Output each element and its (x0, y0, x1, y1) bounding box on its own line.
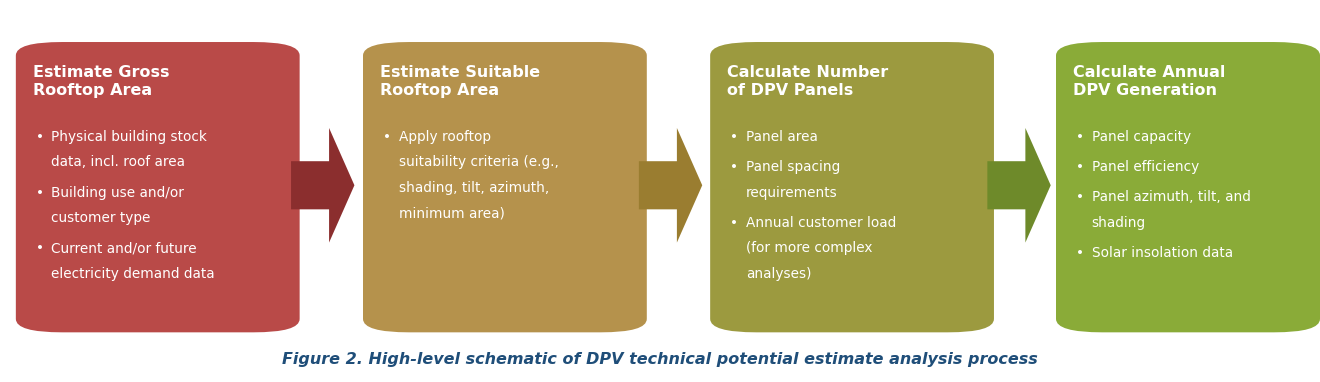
Text: Panel efficiency: Panel efficiency (1092, 160, 1199, 174)
FancyBboxPatch shape (710, 42, 994, 332)
Text: •: • (1076, 190, 1084, 204)
Text: •: • (36, 241, 44, 256)
Text: •: • (1076, 160, 1084, 174)
Text: Calculate Number
of DPV Panels: Calculate Number of DPV Panels (727, 65, 888, 98)
Text: Panel area: Panel area (746, 130, 817, 144)
Text: •: • (383, 130, 391, 144)
Text: Apply rooftop: Apply rooftop (399, 130, 491, 144)
Text: suitability criteria (e.g.,: suitability criteria (e.g., (399, 155, 558, 170)
Text: (for more complex: (for more complex (746, 241, 873, 256)
Text: electricity demand data: electricity demand data (51, 267, 215, 281)
Text: customer type: customer type (51, 211, 150, 225)
Polygon shape (639, 128, 702, 243)
Polygon shape (987, 128, 1051, 243)
Text: Building use and/or: Building use and/or (51, 186, 185, 200)
Text: •: • (730, 216, 738, 230)
Text: data, incl. roof area: data, incl. roof area (51, 155, 186, 170)
Text: shading, tilt, azimuth,: shading, tilt, azimuth, (399, 181, 549, 195)
Text: •: • (1076, 246, 1084, 260)
Text: Current and/or future: Current and/or future (51, 241, 197, 256)
Text: requirements: requirements (746, 186, 838, 200)
Text: analyses): analyses) (746, 267, 812, 281)
Text: Figure 2. High-level schematic of DPV technical potential estimate analysis proc: Figure 2. High-level schematic of DPV te… (282, 352, 1038, 367)
Text: Panel azimuth, tilt, and: Panel azimuth, tilt, and (1092, 190, 1250, 204)
Text: •: • (36, 186, 44, 200)
Text: •: • (730, 160, 738, 174)
Text: •: • (730, 130, 738, 144)
FancyBboxPatch shape (16, 42, 300, 332)
Text: Annual customer load: Annual customer load (746, 216, 896, 230)
FancyBboxPatch shape (1056, 42, 1320, 332)
Text: Estimate Suitable
Rooftop Area: Estimate Suitable Rooftop Area (380, 65, 540, 98)
Text: Physical building stock: Physical building stock (51, 130, 207, 144)
Text: Panel capacity: Panel capacity (1092, 130, 1191, 144)
FancyBboxPatch shape (363, 42, 647, 332)
Text: Estimate Gross
Rooftop Area: Estimate Gross Rooftop Area (33, 65, 169, 98)
Text: Solar insolation data: Solar insolation data (1092, 246, 1233, 260)
Text: •: • (1076, 130, 1084, 144)
Text: •: • (36, 130, 44, 144)
Polygon shape (290, 128, 354, 243)
Text: shading: shading (1092, 216, 1146, 230)
Text: minimum area): minimum area) (399, 207, 504, 221)
Text: Calculate Annual
DPV Generation: Calculate Annual DPV Generation (1073, 65, 1225, 98)
Text: Panel spacing: Panel spacing (746, 160, 840, 174)
